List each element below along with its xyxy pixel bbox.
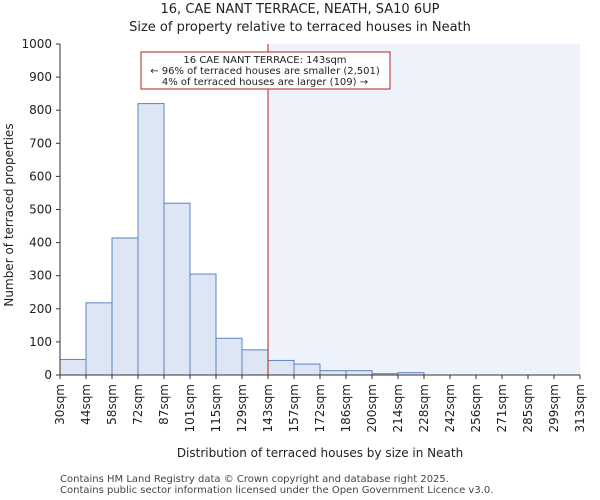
x-tick-label: 115sqm — [209, 384, 223, 432]
bar — [215, 337, 243, 376]
bar — [137, 103, 165, 376]
bar — [319, 370, 347, 376]
bar — [111, 237, 139, 376]
y-tick-label: 1000 — [21, 37, 52, 51]
x-tick-label: 87sqm — [157, 384, 171, 425]
y-tick-label: 500 — [29, 203, 52, 217]
y-tick-label: 900 — [29, 70, 52, 84]
y-axis-label: Number of terraced properties — [2, 123, 16, 306]
y-tick-label: 0 — [44, 368, 52, 382]
x-axis-label: Distribution of terraced houses by size … — [177, 446, 463, 460]
x-tick-label: 143sqm — [261, 384, 275, 432]
x-tick-label: 58sqm — [105, 384, 119, 425]
y-tick-label: 300 — [29, 269, 52, 283]
bar — [345, 370, 373, 376]
x-tick-label: 285sqm — [521, 384, 535, 432]
annotation-box — [140, 51, 391, 90]
x-tick-label: 313sqm — [573, 384, 587, 432]
x-tick-label: 271sqm — [495, 384, 509, 432]
bar — [241, 349, 269, 376]
bar — [59, 358, 87, 376]
x-tick-label: 256sqm — [469, 384, 483, 432]
x-tick-label: 200sqm — [365, 384, 379, 432]
x-tick-label: 214sqm — [391, 384, 405, 432]
bar — [85, 302, 113, 376]
x-tick-label: 228sqm — [417, 384, 431, 432]
larger-region-shade — [268, 44, 580, 375]
chart-title: 16, CAE NANT TERRACE, NEATH, SA10 6UP — [160, 2, 440, 17]
annotation-line-3: 4% of terraced houses are larger (109) → — [162, 77, 368, 88]
x-tick-label: 101sqm — [183, 384, 197, 432]
y-tick-label: 700 — [29, 136, 52, 150]
bar — [267, 359, 295, 376]
x-tick-label: 72sqm — [131, 384, 145, 425]
footer-line-1: Contains HM Land Registry data © Crown c… — [60, 474, 449, 485]
x-tick-label: 129sqm — [235, 384, 249, 432]
y-tick-label: 800 — [29, 103, 52, 117]
y-tick-label: 200 — [29, 302, 52, 316]
bar — [293, 363, 321, 376]
x-tick-label: 242sqm — [443, 384, 457, 432]
annotation-line-1: 16 CAE NANT TERRACE: 143sqm — [183, 55, 346, 66]
x-tick-label: 186sqm — [339, 384, 353, 432]
y-tick-label: 600 — [29, 169, 52, 183]
chart-subtitle: Size of property relative to terraced ho… — [129, 20, 471, 35]
y-tick-label: 400 — [29, 236, 52, 250]
bar — [163, 202, 191, 376]
x-tick-label: 30sqm — [53, 384, 67, 425]
x-tick-label: 44sqm — [79, 384, 93, 425]
y-tick-label: 100 — [29, 335, 52, 349]
x-tick-label: 157sqm — [287, 384, 301, 432]
bar — [189, 273, 217, 376]
annotation-line-2: ← 96% of terraced houses are smaller (2,… — [150, 66, 380, 77]
x-tick-label: 172sqm — [313, 384, 327, 432]
x-tick-label: 299sqm — [547, 384, 561, 432]
footer-line-2: Contains public sector information licen… — [60, 485, 494, 496]
